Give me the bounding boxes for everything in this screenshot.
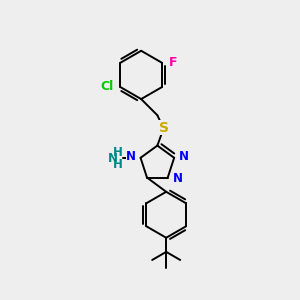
Text: N: N (179, 150, 189, 163)
Text: N: N (108, 152, 118, 165)
Text: N: N (172, 172, 182, 185)
Text: Cl: Cl (100, 80, 114, 94)
Text: N: N (126, 150, 136, 163)
Text: H: H (113, 158, 123, 171)
Text: H: H (113, 146, 123, 159)
Text: S: S (159, 121, 169, 135)
Text: F: F (169, 56, 177, 69)
